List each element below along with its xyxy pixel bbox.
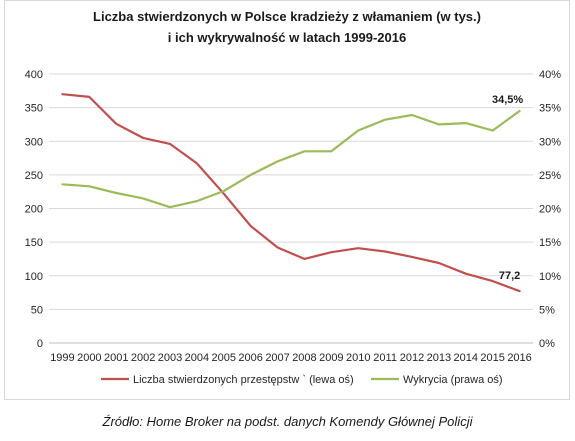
x-tick-label: 2011 <box>373 352 397 364</box>
x-tick-label: 2009 <box>319 352 343 364</box>
x-tick-label: 2002 <box>131 352 155 364</box>
x-tick-label: 2015 <box>480 352 504 364</box>
data-label-wykrycia-2016: 34,5% <box>492 94 523 106</box>
legend-label-przestepstwa: Liczba stwierdzonych przestępstw ` (lewa… <box>133 374 354 386</box>
left-tick-label: 100 <box>25 271 43 283</box>
left-tick-label: 50 <box>31 304 43 316</box>
chart-frame: Liczba stwierdzonych w Polsce kradzieży … <box>4 0 570 400</box>
x-tick-label: 2013 <box>427 352 451 364</box>
x-tick-label: 2004 <box>185 352 209 364</box>
source-note: Źródło: Home Broker na podst. danych Kom… <box>102 414 473 429</box>
right-tick-label: 25% <box>539 170 561 182</box>
left-tick-label: 400 <box>25 69 43 81</box>
x-tick-label: 2014 <box>454 352 478 364</box>
x-tick-label: 2001 <box>104 352 128 364</box>
right-axis-ticks: 0% 5% 10% 15% 20% 25% 30% 35% 40% <box>539 69 561 350</box>
x-tick-label: 2006 <box>238 352 262 364</box>
left-axis-ticks: 0 50 100 150 200 250 300 350 400 <box>25 69 43 350</box>
gridlines <box>49 73 533 344</box>
right-tick-label: 10% <box>539 271 561 283</box>
x-axis-ticks: 1999 2000 2001 2002 2003 2004 2005 2006 2007 2008… <box>50 352 532 364</box>
series-line-przestepstwa <box>61 93 521 293</box>
x-tick-label: 2005 <box>212 352 236 364</box>
left-tick-label: 0 <box>37 338 43 350</box>
series-line-wykrycia <box>61 109 521 209</box>
left-tick-label: 300 <box>25 136 43 148</box>
chart-subtitle: i ich wykrywalność w latach 1999-2016 <box>168 30 406 45</box>
right-tick-label: 15% <box>539 237 561 249</box>
right-tick-label: 20% <box>539 204 561 216</box>
right-tick-label: 35% <box>539 103 561 115</box>
left-tick-label: 200 <box>25 204 43 216</box>
right-tick-label: 5% <box>539 304 555 316</box>
x-tick-label: 2003 <box>158 352 182 364</box>
left-tick-label: 250 <box>25 170 43 182</box>
x-tick-label: 2012 <box>400 352 424 364</box>
right-tick-label: 40% <box>539 69 561 81</box>
right-tick-label: 30% <box>539 136 561 148</box>
series-lines <box>61 93 521 293</box>
x-tick-label: 2010 <box>346 352 370 364</box>
x-tick-label: 2007 <box>265 352 289 364</box>
left-tick-label: 150 <box>25 237 43 249</box>
chart-title: Liczba stwierdzonych w Polsce kradzieży … <box>93 9 481 24</box>
x-tick-label: 1999 <box>50 352 74 364</box>
x-tick-label: 2016 <box>507 352 531 364</box>
legend: Liczba stwierdzonych przestępstw ` (lewa… <box>101 374 503 386</box>
left-tick-label: 350 <box>25 103 43 115</box>
x-tick-label: 2000 <box>77 352 101 364</box>
x-tick-label: 2008 <box>292 352 316 364</box>
legend-label-wykrycia: Wykrycia (prawa oś) <box>403 374 503 386</box>
chart-svg: Liczba stwierdzonych w Polsce kradzieży … <box>25 9 562 386</box>
data-label-przestepstwa-2016: 77,2 <box>499 270 520 282</box>
right-tick-label: 0% <box>539 338 555 350</box>
